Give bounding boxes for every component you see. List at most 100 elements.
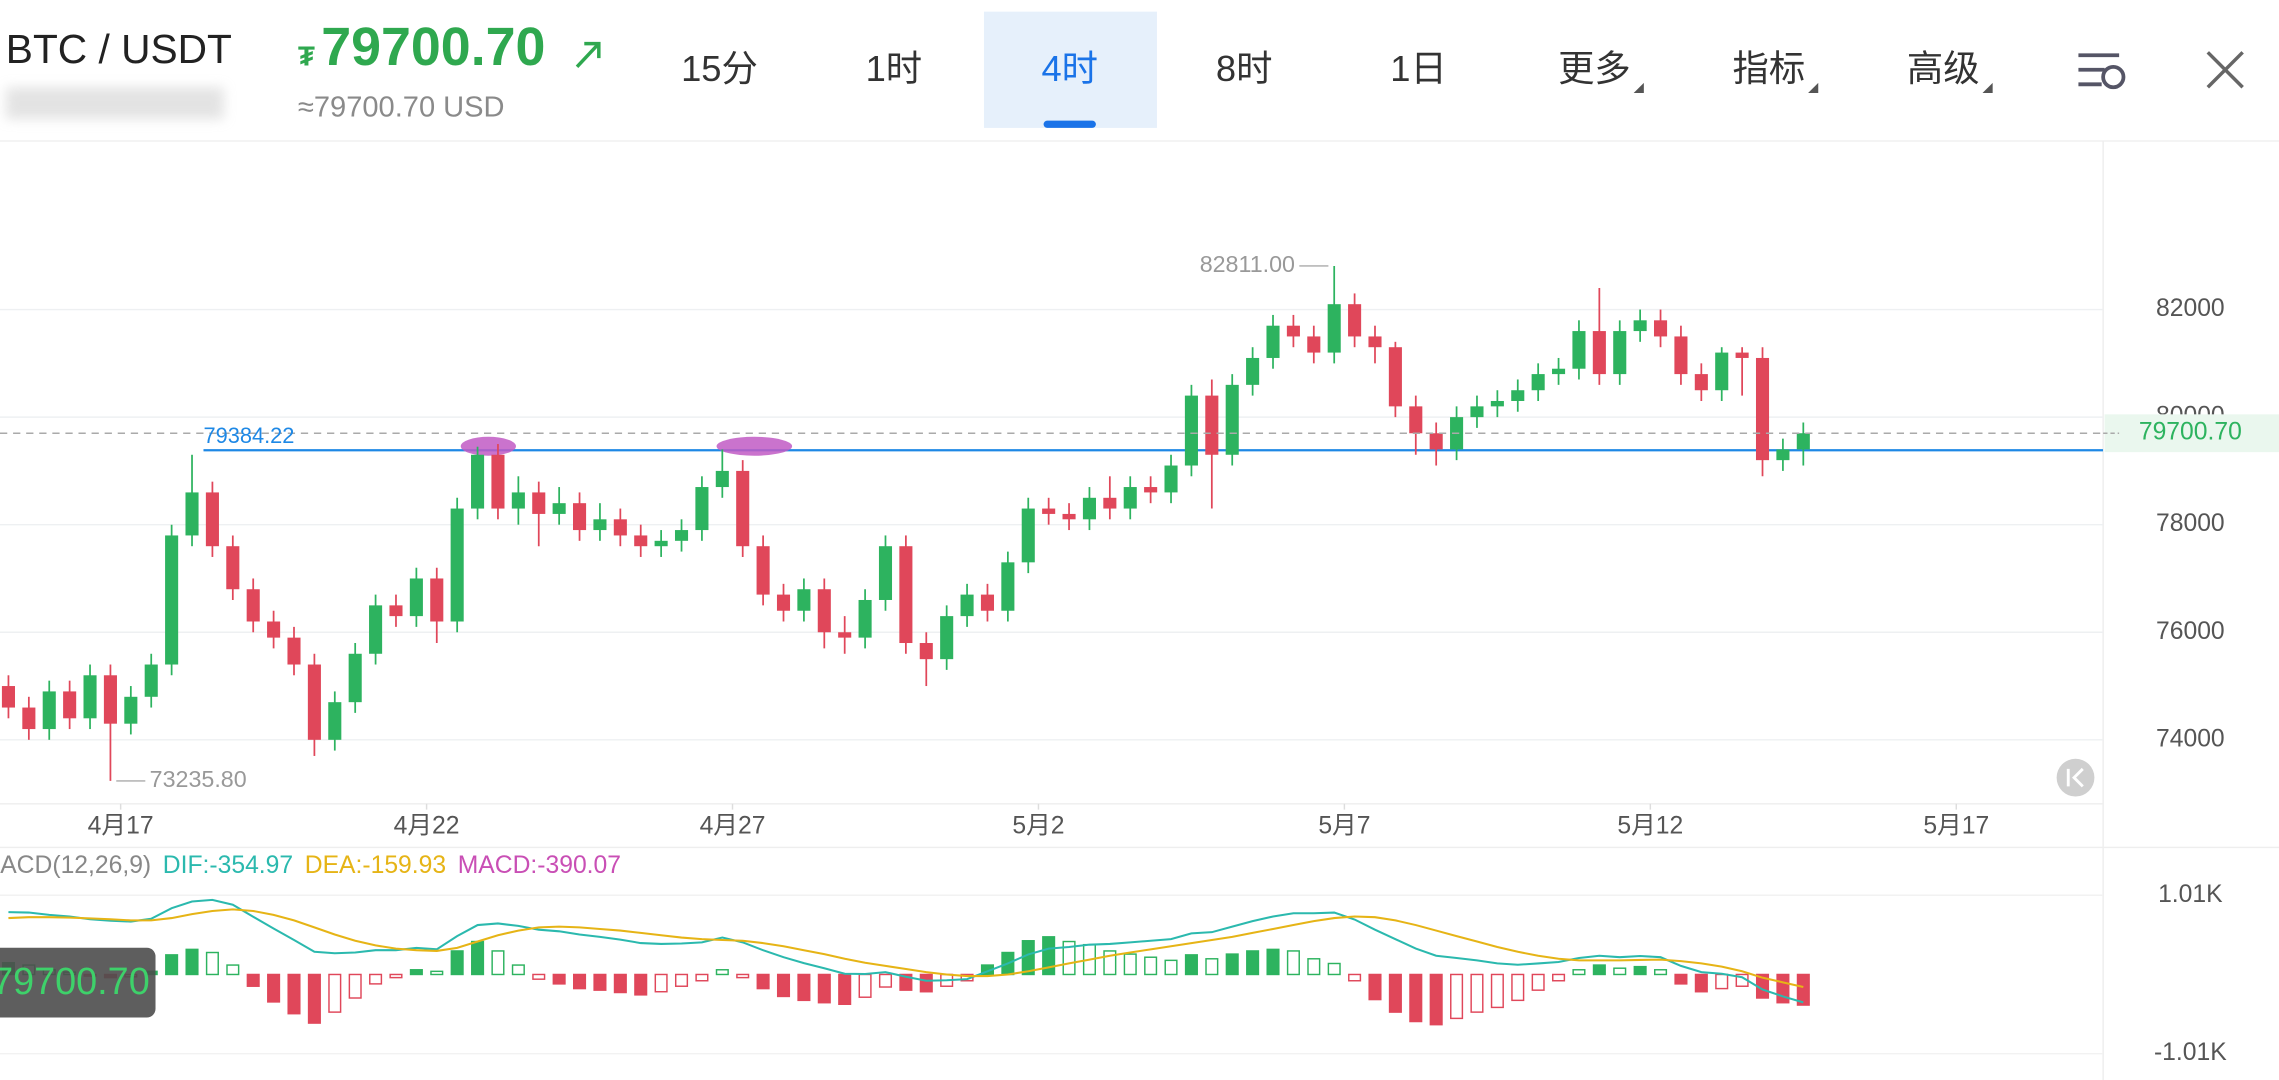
candle-body bbox=[430, 578, 444, 622]
macd-bar bbox=[1572, 969, 1586, 976]
macd-bar bbox=[899, 973, 913, 991]
candlestick-chart: 82000800007800076000740004月174月224月275月2… bbox=[0, 251, 2279, 840]
macd-bar bbox=[328, 973, 342, 1013]
candle-body bbox=[1572, 331, 1586, 369]
macd-bar bbox=[919, 973, 933, 993]
macd-bar bbox=[1348, 973, 1362, 982]
candle-body bbox=[980, 594, 995, 611]
pair-title[interactable]: BTC / USDT bbox=[6, 26, 232, 72]
candle-body bbox=[1613, 331, 1627, 375]
candle-body bbox=[919, 643, 933, 660]
candle-body bbox=[1042, 508, 1056, 514]
settings-lines bbox=[2078, 53, 2120, 87]
tab-label[interactable]: 1日 bbox=[1390, 48, 1447, 89]
macd-bar bbox=[1388, 973, 1402, 1013]
candle-body bbox=[613, 519, 627, 536]
up-arrow-icon bbox=[575, 41, 601, 69]
macd-bar bbox=[756, 973, 770, 990]
last-price-tag-bg bbox=[2104, 414, 2279, 453]
macd-label: MACD(12,26,9) bbox=[0, 852, 151, 879]
macd-bar bbox=[1021, 940, 1035, 976]
macd-bar bbox=[858, 973, 872, 998]
tab-label[interactable]: 指标 bbox=[1733, 48, 1806, 89]
macd-bar bbox=[593, 973, 607, 991]
macd-bar bbox=[1205, 958, 1219, 976]
candle-body bbox=[776, 594, 791, 611]
candle-body bbox=[838, 632, 852, 638]
y-tick-label: 76000 bbox=[2156, 618, 2225, 645]
macd-bar bbox=[797, 973, 811, 1002]
candle-body bbox=[165, 535, 179, 665]
candle-body bbox=[573, 503, 587, 531]
extreme-label: 73235.80 bbox=[150, 766, 247, 792]
macd-bar bbox=[1225, 953, 1239, 976]
candle-body bbox=[858, 599, 872, 638]
candle-body bbox=[899, 546, 913, 644]
macd-bar bbox=[532, 973, 546, 980]
last-price-tag: 79700.70 bbox=[2139, 419, 2242, 446]
approx-price: ≈79700.70 USD bbox=[298, 92, 505, 124]
candle-body bbox=[878, 546, 893, 600]
currency-symbol: ₮ bbox=[298, 40, 315, 71]
macd-bar bbox=[1286, 950, 1300, 976]
y-tick-label: 78000 bbox=[2156, 510, 2225, 537]
candle-body bbox=[1286, 325, 1300, 337]
candle-body bbox=[817, 589, 831, 633]
candle-body bbox=[1062, 513, 1076, 520]
macd-bar bbox=[430, 970, 444, 976]
scroll-to-latest-button[interactable] bbox=[2056, 758, 2095, 797]
candle-body bbox=[593, 519, 607, 531]
macd-bar bbox=[695, 973, 709, 982]
macd-bar bbox=[552, 973, 566, 985]
tab-label[interactable]: 4时 bbox=[1041, 48, 1098, 89]
button-icon bbox=[2066, 767, 2084, 788]
tab-label[interactable]: 8时 bbox=[1216, 48, 1273, 89]
candle-body bbox=[1368, 336, 1382, 348]
y-tick-label: -1.01K bbox=[2154, 1039, 2227, 1066]
candle-body bbox=[1225, 384, 1239, 455]
tab-label[interactable]: 1时 bbox=[866, 48, 923, 89]
y-tick-label: 74000 bbox=[2156, 725, 2225, 752]
highlight-ellipse bbox=[716, 436, 793, 456]
candle-body bbox=[287, 637, 301, 665]
tab-label[interactable]: 高级 bbox=[1907, 48, 1980, 89]
candle-body bbox=[674, 530, 689, 541]
candle-body bbox=[1694, 374, 1708, 391]
x-tick-label: 4月22 bbox=[394, 813, 460, 840]
candle-body bbox=[1184, 395, 1198, 466]
macd-bar bbox=[654, 973, 668, 993]
macd-bar bbox=[1123, 953, 1137, 976]
support-line-label: 79384.22 bbox=[203, 423, 294, 448]
candle-body bbox=[1388, 347, 1402, 407]
macd-bar bbox=[878, 973, 893, 988]
macd-bar bbox=[1450, 973, 1464, 1020]
macd-bar bbox=[369, 973, 383, 985]
y-tick-label: 82000 bbox=[2156, 295, 2225, 322]
macd-bar bbox=[226, 964, 240, 976]
x-tick-label: 5月12 bbox=[1617, 813, 1683, 840]
tab-indicator bbox=[1043, 120, 1096, 128]
tab-label[interactable]: 更多 bbox=[1558, 48, 1631, 89]
macd-bar bbox=[1327, 962, 1341, 976]
macd-bar bbox=[1592, 964, 1606, 976]
macd-bar bbox=[165, 954, 179, 976]
macd-bar bbox=[348, 973, 362, 999]
blurred-subtitle bbox=[5, 87, 224, 120]
candle-body bbox=[307, 664, 321, 740]
candle-body bbox=[491, 454, 505, 509]
candle-body bbox=[389, 605, 403, 617]
tab-label[interactable]: 15分 bbox=[681, 48, 758, 89]
settings-icon[interactable] bbox=[2078, 53, 2126, 90]
candle-body bbox=[1592, 331, 1606, 375]
candle-body bbox=[1552, 368, 1566, 375]
macd-bar bbox=[1164, 959, 1178, 976]
macd-bar bbox=[1613, 967, 1627, 976]
macd-bar bbox=[511, 964, 525, 976]
candle-body bbox=[715, 470, 729, 488]
candle-body bbox=[1266, 325, 1280, 358]
x-tick-label: 5月7 bbox=[1318, 813, 1370, 840]
macd-bar bbox=[1511, 973, 1525, 1002]
macd-bar bbox=[1776, 973, 1790, 1004]
close-button[interactable] bbox=[2206, 51, 2244, 89]
